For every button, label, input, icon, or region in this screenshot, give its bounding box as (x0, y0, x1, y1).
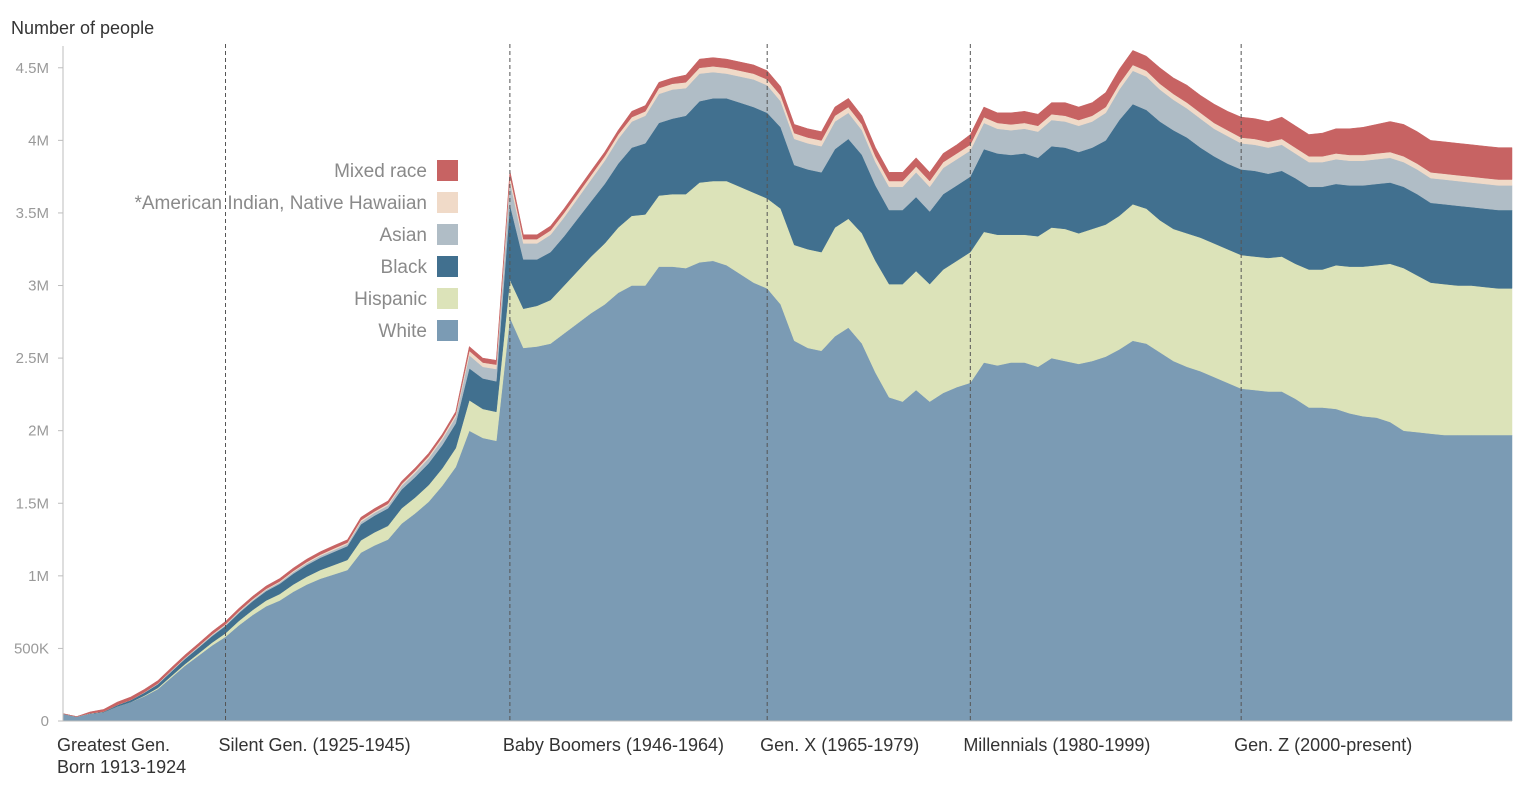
legend-label: Hispanic (354, 289, 427, 310)
generation-label-line: Silent Gen. (1925-1945) (219, 735, 411, 755)
y-tick-label: 1.5M (16, 495, 49, 512)
generation-label: Baby Boomers (1946-1964) (503, 735, 724, 755)
legend-label: White (378, 321, 427, 342)
y-tick-label: 4.5M (16, 60, 49, 77)
generation-label-line: Gen. X (1965-1979) (760, 735, 919, 755)
legend-swatch (437, 256, 458, 277)
area-mixed-race (62, 50, 1513, 717)
x-axis-labels: Greatest Gen. Born 1913-1924 Silent Gen. (… (57, 735, 1412, 777)
legend-label: *American Indian, Native Hawaiian (134, 193, 427, 214)
generation-label: Millennials (1980-1999) (963, 735, 1150, 755)
y-axis-ticks: 0 500K 1M 1.5M 2M 2.5M 3M 3.5M 4M 4.5M (14, 60, 63, 730)
y-tick-label: 3.5M (16, 205, 49, 222)
generation-label: Gen. Z (2000-present) (1234, 735, 1412, 755)
y-tick-label: 4M (28, 132, 49, 149)
generation-label: Greatest Gen. Born 1913-1924 (57, 735, 186, 777)
generation-label-line: Millennials (1980-1999) (963, 735, 1150, 755)
generation-label-line: Greatest Gen. (57, 735, 170, 755)
legend-label: Black (381, 257, 428, 278)
y-tick-label: 1M (28, 568, 49, 585)
y-tick-label: 2.5M (16, 350, 49, 367)
generation-label-line: Born 1913-1924 (57, 757, 186, 777)
legend-swatch (437, 320, 458, 341)
y-tick-label: 0 (41, 713, 49, 730)
y-tick-label: 3M (28, 278, 49, 295)
legend-swatch (437, 192, 458, 213)
generation-label: Silent Gen. (1925-1945) (219, 735, 411, 755)
legend-swatch (437, 224, 458, 245)
legend-swatch (437, 288, 458, 309)
legend-swatch (437, 160, 458, 181)
generation-label: Gen. X (1965-1979) (760, 735, 919, 755)
legend: Mixed race *American Indian, Native Hawai… (134, 160, 458, 342)
generation-dividers (225, 44, 1242, 721)
y-axis-title: Number of people (11, 18, 154, 38)
area-series (62, 50, 1513, 722)
generation-label-line: Baby Boomers (1946-1964) (503, 735, 724, 755)
legend-label: Asian (379, 225, 427, 246)
generation-label-line: Gen. Z (2000-present) (1234, 735, 1412, 755)
y-tick-label: 500K (14, 640, 49, 657)
legend-label: Mixed race (334, 161, 427, 182)
y-tick-label: 2M (28, 423, 49, 440)
